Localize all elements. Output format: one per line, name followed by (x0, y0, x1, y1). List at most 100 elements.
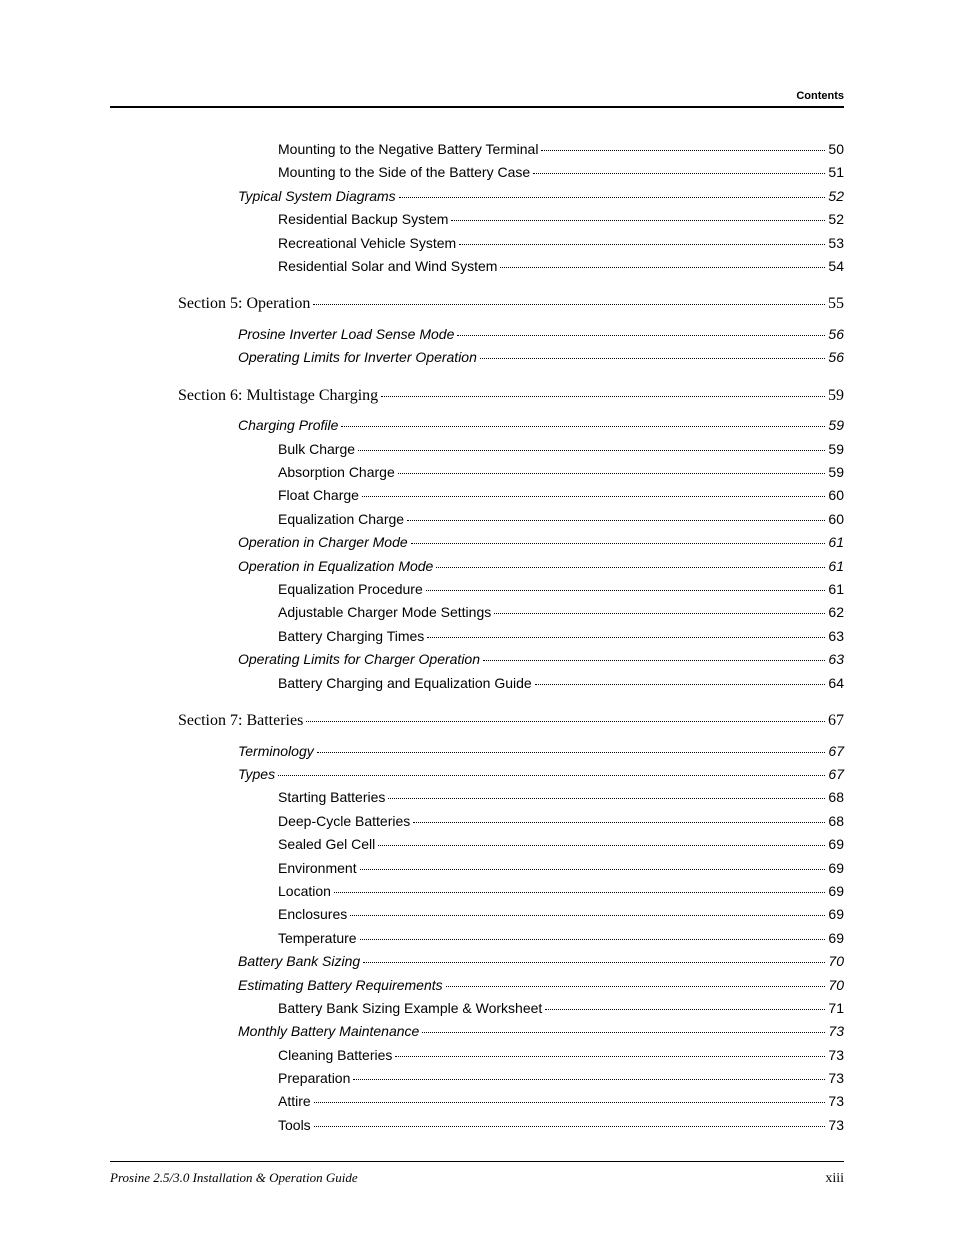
toc-entry-page: 59 (828, 461, 844, 483)
toc-leader-dots (381, 396, 825, 397)
toc-entry-page: 67 (828, 708, 844, 734)
toc-entry: Battery Bank Sizing Example & Worksheet … (278, 997, 844, 1019)
toc-entry-page: 53 (828, 232, 844, 254)
toc-entry-label: Enclosures (278, 903, 347, 925)
toc-leader-dots (395, 1056, 825, 1057)
toc-entry: Residential Backup System 52 (278, 208, 844, 230)
toc-entry: Operation in Equalization Mode 61 (238, 555, 844, 577)
toc-entry-page: 69 (828, 927, 844, 949)
toc-leader-dots (360, 869, 826, 870)
toc-entry-page: 52 (828, 185, 844, 207)
toc-leader-dots (541, 150, 825, 151)
toc-entry-label: Charging Profile (238, 414, 338, 436)
toc-entry: Operation in Charger Mode 61 (238, 531, 844, 553)
toc-entry-label: Environment (278, 857, 357, 879)
toc-leader-dots (306, 721, 825, 722)
toc-leader-dots (411, 543, 826, 544)
toc-entry-page: 70 (828, 974, 844, 996)
toc-entry: Residential Solar and Wind System 54 (278, 255, 844, 277)
toc-leader-dots (426, 590, 826, 591)
toc-entry-page: 56 (828, 346, 844, 368)
toc-entry-page: 69 (828, 857, 844, 879)
toc-entry-page: 69 (828, 903, 844, 925)
footer-doc-title: Prosine 2.5/3.0 Installation & Operation… (110, 1170, 358, 1186)
toc-leader-dots (399, 197, 826, 198)
toc-entry-label: Equalization Procedure (278, 578, 423, 600)
toc-leader-dots (278, 775, 825, 776)
toc-entry-label: Residential Backup System (278, 208, 448, 230)
toc-leader-dots (533, 173, 825, 174)
toc-leader-dots (378, 845, 825, 846)
toc-entry-label: Types (238, 763, 275, 785)
page-footer: Prosine 2.5/3.0 Installation & Operation… (110, 1161, 844, 1187)
toc-entry: Operating Limits for Charger Operation 6… (238, 648, 844, 670)
toc-leader-dots (314, 1126, 826, 1127)
toc-leader-dots (500, 267, 825, 268)
toc-entry-page: 67 (828, 763, 844, 785)
toc-entry-page: 73 (828, 1067, 844, 1089)
toc-entry-label: Recreational Vehicle System (278, 232, 456, 254)
toc-leader-dots (422, 1032, 825, 1033)
toc-entry: Mounting to the Side of the Battery Case… (278, 161, 844, 183)
toc-entry-page: 59 (828, 414, 844, 436)
toc-entry-label: Deep-Cycle Batteries (278, 810, 410, 832)
toc-entry: Float Charge 60 (278, 484, 844, 506)
footer-page-number: xiii (825, 1171, 844, 1187)
toc-entry: Preparation 73 (278, 1067, 844, 1089)
toc-entry-label: Sealed Gel Cell (278, 833, 375, 855)
toc-leader-dots (353, 1079, 825, 1080)
toc-entry: Equalization Procedure 61 (278, 578, 844, 600)
toc-entry-label: Operation in Charger Mode (238, 531, 408, 553)
toc-entry: Charging Profile 59 (238, 414, 844, 436)
page-header: Contents (110, 90, 844, 108)
toc-entry-label: Starting Batteries (278, 786, 385, 808)
toc-entry: Attire 73 (278, 1090, 844, 1112)
toc-entry: Estimating Battery Requirements 70 (238, 974, 844, 996)
toc-entry-page: 59 (828, 438, 844, 460)
toc-entry: Section 7: Batteries 67 (178, 708, 844, 734)
toc-entry-page: 73 (828, 1044, 844, 1066)
toc-entry-label: Bulk Charge (278, 438, 355, 460)
toc-entry-page: 64 (828, 672, 844, 694)
toc-entry-page: 61 (828, 531, 844, 553)
toc-leader-dots (436, 567, 825, 568)
toc-entry: Temperature 69 (278, 927, 844, 949)
toc-entry: Battery Charging Times 63 (278, 625, 844, 647)
toc-entry: Deep-Cycle Batteries 68 (278, 810, 844, 832)
toc-leader-dots (459, 244, 825, 245)
toc-entry-page: 59 (828, 383, 844, 409)
toc-entry: Battery Charging and Equalization Guide … (278, 672, 844, 694)
toc-entry: Operating Limits for Inverter Operation … (238, 346, 844, 368)
toc-leader-dots (334, 892, 825, 893)
toc-entry-label: Mounting to the Side of the Battery Case (278, 161, 530, 183)
toc-entry-label: Section 7: Batteries (178, 708, 303, 734)
toc-entry-page: 73 (828, 1020, 844, 1042)
toc-entry: Sealed Gel Cell 69 (278, 833, 844, 855)
toc-entry: Cleaning Batteries 73 (278, 1044, 844, 1066)
toc-leader-dots (480, 358, 826, 359)
toc-entry: Environment 69 (278, 857, 844, 879)
toc-entry-page: 69 (828, 833, 844, 855)
toc-entry: Tools 73 (278, 1114, 844, 1136)
toc-entry: Section 6: Multistage Charging 59 (178, 383, 844, 409)
toc-entry-label: Monthly Battery Maintenance (238, 1020, 419, 1042)
toc-entry-label: Attire (278, 1090, 311, 1112)
toc-leader-dots (413, 822, 825, 823)
toc-entry-page: 63 (828, 625, 844, 647)
toc-entry-page: 61 (828, 555, 844, 577)
toc-entry-label: Section 5: Operation (178, 291, 310, 317)
toc-entry-page: 71 (828, 997, 844, 1019)
toc-entry: Bulk Charge 59 (278, 438, 844, 460)
toc-leader-dots (494, 613, 825, 614)
toc-entry-page: 62 (828, 601, 844, 623)
toc-leader-dots (483, 660, 825, 661)
toc-entry: Enclosures 69 (278, 903, 844, 925)
toc-entry-label: Section 6: Multistage Charging (178, 383, 378, 409)
toc-leader-dots (545, 1009, 825, 1010)
toc-entry-label: Battery Charging Times (278, 625, 424, 647)
toc-entry-page: 68 (828, 810, 844, 832)
toc-leader-dots (535, 684, 826, 685)
toc-leader-dots (350, 915, 825, 916)
toc-leader-dots (362, 496, 825, 497)
toc-leader-dots (427, 637, 825, 638)
